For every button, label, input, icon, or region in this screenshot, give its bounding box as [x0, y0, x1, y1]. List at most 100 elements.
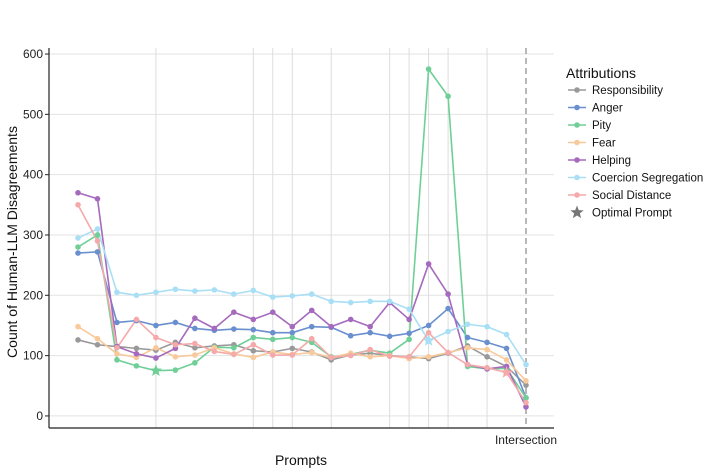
legend-label-responsibility: Responsibility — [592, 85, 663, 97]
data-point-social-distance — [425, 329, 432, 336]
data-point-helping — [367, 323, 373, 330]
data-point-anger — [347, 332, 354, 339]
data-point-social-distance — [484, 364, 490, 371]
data-point-coercion-segregation — [133, 292, 140, 299]
data-point-pity — [94, 232, 101, 238]
data-point-coercion-segregation — [523, 361, 529, 368]
data-point-helping — [445, 291, 451, 297]
gridlines — [49, 48, 554, 428]
y-tick-label: 600 — [23, 47, 43, 61]
data-point-responsibility — [484, 354, 490, 360]
data-point-fear — [172, 354, 179, 360]
data-point-social-distance — [289, 352, 296, 358]
optimal-point-social-distance — [500, 366, 513, 378]
data-point-anger — [269, 329, 276, 336]
data-point-coercion-segregation — [192, 288, 198, 294]
legend-label-fear: Fear — [592, 138, 616, 150]
data-point-anger — [503, 345, 510, 352]
data-point-anger — [367, 329, 373, 336]
data-point-social-distance — [406, 354, 412, 360]
y-tick-label: 200 — [23, 288, 43, 302]
series-line-fear — [77, 325, 527, 382]
data-point-social-distance — [328, 354, 335, 361]
data-point-fear — [75, 323, 81, 330]
legend-label-anger: Anger — [592, 103, 623, 115]
data-point-responsibility — [250, 347, 257, 354]
legend-marker-responsibility — [574, 87, 580, 93]
data-point-pity — [250, 334, 257, 341]
x-axis-title: Prompts — [275, 452, 327, 468]
data-point-anger — [153, 322, 159, 329]
data-point-pity — [133, 363, 140, 369]
data-point-helping — [523, 404, 529, 410]
data-point-responsibility — [192, 344, 198, 351]
data-point-social-distance — [523, 399, 529, 406]
legend-label-optimal-prompt: Optimal Prompt — [592, 208, 673, 220]
legend: Attributions Responsibility Anger Pity Fear… — [566, 65, 703, 220]
data-point-social-distance — [172, 341, 179, 348]
data-point-pity — [75, 244, 81, 250]
data-point-coercion-segregation — [289, 293, 296, 299]
series-points — [75, 66, 529, 410]
data-point-social-distance — [269, 352, 276, 358]
data-point-coercion-segregation — [75, 235, 81, 241]
data-point-anger — [172, 319, 179, 326]
legend-marker-fear — [574, 139, 580, 146]
data-point-helping — [308, 307, 315, 314]
data-point-anger — [75, 250, 81, 256]
legend-star-icon — [570, 205, 584, 219]
data-point-coercion-segregation — [308, 291, 315, 297]
data-point-pity — [172, 367, 179, 373]
series-lines — [77, 68, 527, 408]
data-point-fear — [464, 344, 471, 351]
data-point-social-distance — [75, 202, 81, 208]
data-point-social-distance — [347, 352, 354, 359]
data-point-coercion-segregation — [172, 286, 179, 293]
data-point-social-distance — [114, 344, 120, 351]
data-point-pity — [289, 334, 296, 341]
data-point-social-distance — [367, 346, 373, 353]
data-point-helping — [211, 325, 218, 332]
data-point-anger — [192, 325, 198, 332]
series-line-anger — [77, 251, 527, 399]
data-point-pity — [231, 344, 237, 351]
data-point-fear — [308, 349, 315, 356]
data-point-social-distance — [153, 334, 159, 341]
legend-label-helping: Helping — [592, 155, 631, 167]
data-point-social-distance — [211, 348, 218, 355]
data-point-helping — [75, 189, 81, 196]
data-point-coercion-segregation — [386, 298, 393, 305]
data-point-helping — [153, 355, 159, 361]
data-point-coercion-segregation — [231, 291, 237, 297]
data-point-helping — [328, 323, 335, 330]
data-point-anger — [308, 323, 315, 330]
legend-label-coercion-segregation: Coercion Segregation — [592, 173, 703, 185]
data-point-fear — [523, 378, 529, 384]
series-line-coercion-segregation — [77, 228, 527, 366]
data-point-fear — [114, 351, 120, 357]
data-point-coercion-segregation — [503, 331, 510, 338]
data-point-anger — [114, 319, 120, 326]
data-point-helping — [269, 309, 276, 315]
data-point-responsibility — [94, 341, 101, 348]
data-point-coercion-segregation — [114, 289, 120, 296]
data-point-coercion-segregation — [153, 289, 159, 296]
data-point-coercion-segregation — [347, 299, 354, 306]
legend-marker-helping — [574, 157, 580, 163]
data-point-pity — [269, 336, 276, 343]
data-point-responsibility — [523, 382, 529, 388]
data-point-coercion-segregation — [211, 287, 218, 293]
data-point-social-distance — [133, 316, 140, 323]
data-point-anger — [289, 329, 296, 336]
data-point-anger — [445, 305, 451, 312]
series-line-social-distance — [77, 204, 527, 404]
legend-marker-social-distance — [574, 192, 580, 198]
data-point-helping — [289, 323, 296, 330]
data-point-helping — [347, 316, 354, 323]
data-point-fear — [425, 354, 432, 360]
optimal-point-pity — [149, 364, 163, 376]
data-point-social-distance — [94, 238, 101, 244]
data-point-pity — [192, 360, 198, 366]
data-point-social-distance — [386, 353, 393, 360]
